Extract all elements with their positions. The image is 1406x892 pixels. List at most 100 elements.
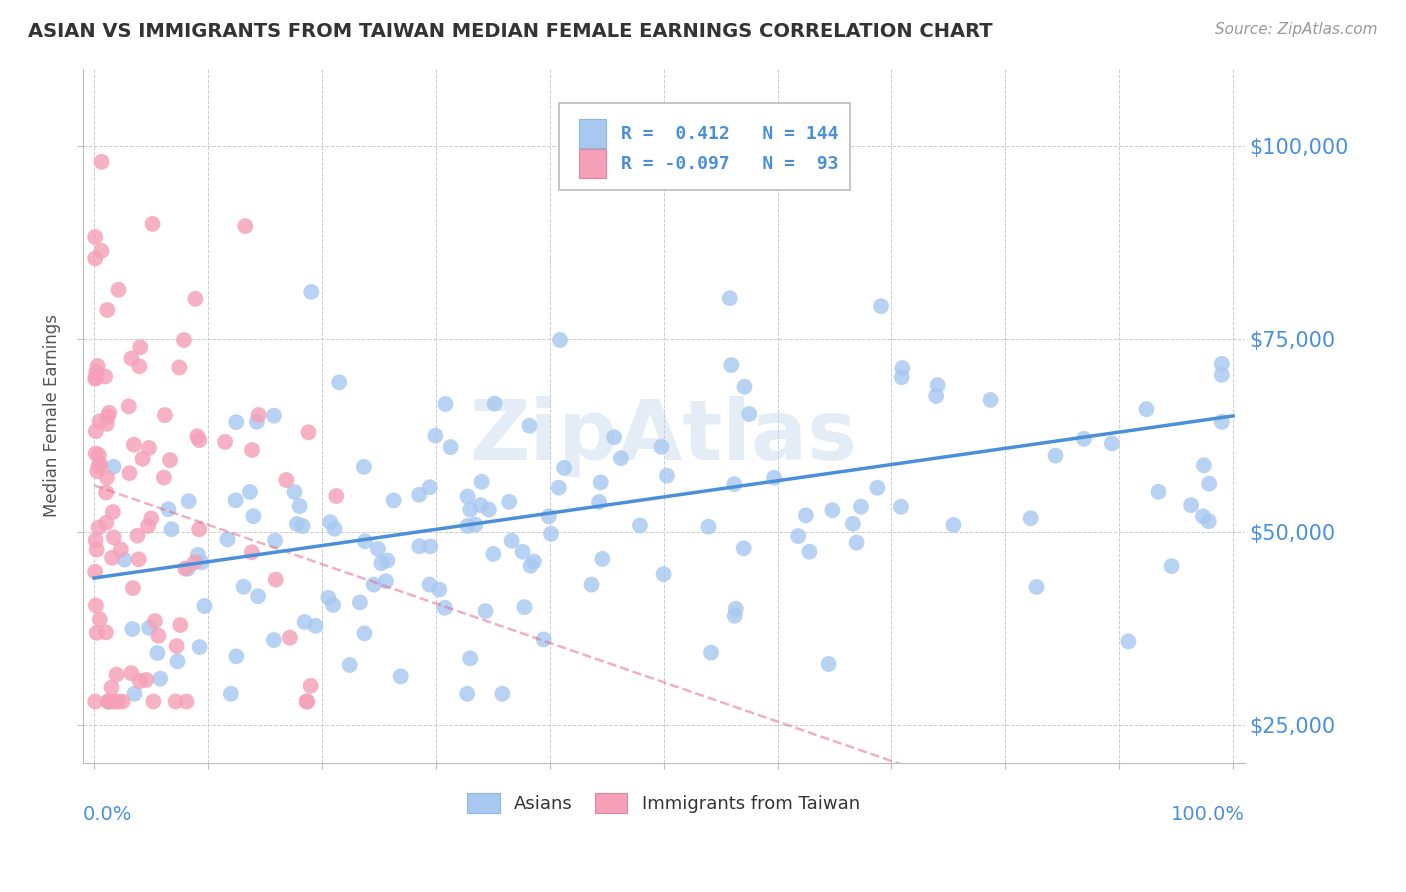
Point <box>184 555 207 569</box>
Point <box>471 475 494 489</box>
Point <box>177 562 200 576</box>
Point <box>285 516 308 531</box>
Legend: Asians, Immigrants from Taiwan: Asians, Immigrants from Taiwan <box>467 793 860 814</box>
Point <box>817 657 839 671</box>
Point <box>942 517 965 532</box>
Point <box>322 598 344 612</box>
Point <box>456 687 478 701</box>
Point <box>1101 436 1123 450</box>
Point <box>96 516 118 530</box>
Point <box>263 409 285 423</box>
Point <box>84 565 107 579</box>
Point <box>491 687 513 701</box>
Point <box>464 517 486 532</box>
Text: 100.0%: 100.0% <box>1171 805 1244 824</box>
Point <box>188 640 211 654</box>
Point <box>217 533 239 547</box>
Point <box>166 654 188 668</box>
Text: R =  0.412   N = 144: R = 0.412 N = 144 <box>620 125 838 143</box>
Point <box>129 340 152 354</box>
Point <box>160 522 183 536</box>
Point <box>474 604 496 618</box>
Point <box>84 372 107 386</box>
Point <box>925 389 948 403</box>
Point <box>131 451 153 466</box>
Point <box>652 567 675 582</box>
Point <box>187 548 209 562</box>
Point <box>225 649 247 664</box>
Point <box>419 480 441 494</box>
Point <box>176 694 198 708</box>
Point <box>97 409 120 424</box>
Point <box>1180 498 1202 512</box>
Point <box>122 438 145 452</box>
Point <box>138 621 160 635</box>
Point <box>418 577 440 591</box>
Point <box>173 333 195 347</box>
Point <box>457 519 479 533</box>
Point <box>845 535 868 549</box>
Point <box>84 533 107 548</box>
Point <box>128 674 150 689</box>
Point <box>540 526 562 541</box>
Point <box>263 633 285 648</box>
Point <box>124 687 146 701</box>
Point <box>118 466 141 480</box>
Point <box>186 429 208 443</box>
Point <box>1192 509 1215 524</box>
Point <box>434 397 457 411</box>
Point <box>90 154 112 169</box>
Text: ZipAtlas: ZipAtlas <box>470 396 858 477</box>
Point <box>1045 449 1067 463</box>
Point <box>591 552 613 566</box>
Point <box>547 481 569 495</box>
Point <box>1198 476 1220 491</box>
Point <box>787 529 810 543</box>
Point <box>174 561 197 575</box>
Point <box>100 681 122 695</box>
Text: Source: ZipAtlas.com: Source: ZipAtlas.com <box>1215 22 1378 37</box>
Point <box>581 577 603 591</box>
Point <box>724 602 747 616</box>
Point <box>98 694 121 708</box>
Point <box>794 508 817 523</box>
Point <box>297 425 319 440</box>
Point <box>188 522 211 536</box>
Point <box>101 505 124 519</box>
Point <box>1211 368 1233 382</box>
Y-axis label: Median Female Earnings: Median Female Earnings <box>44 314 60 517</box>
Point <box>458 502 481 516</box>
Point <box>146 646 169 660</box>
Point <box>110 542 132 557</box>
Point <box>1211 357 1233 371</box>
Point <box>1019 511 1042 525</box>
Point <box>86 625 108 640</box>
Point <box>104 694 127 708</box>
Point <box>157 502 180 516</box>
Point <box>700 646 723 660</box>
Point <box>295 694 318 708</box>
Point <box>370 556 392 570</box>
Point <box>264 573 287 587</box>
Point <box>374 574 396 589</box>
Point <box>94 485 117 500</box>
Point <box>723 477 745 491</box>
Point <box>153 408 176 422</box>
Point <box>304 619 326 633</box>
Point <box>120 666 142 681</box>
Point <box>980 392 1002 407</box>
Point <box>478 502 501 516</box>
Point <box>96 470 118 484</box>
Point <box>101 550 124 565</box>
Point <box>159 453 181 467</box>
Point <box>842 516 865 531</box>
Point <box>96 303 118 318</box>
Point <box>166 639 188 653</box>
Point <box>138 441 160 455</box>
Point <box>1198 514 1220 528</box>
Point <box>128 359 150 374</box>
Point <box>319 515 342 529</box>
Point <box>1211 415 1233 429</box>
Point <box>169 618 191 632</box>
Point <box>537 509 560 524</box>
